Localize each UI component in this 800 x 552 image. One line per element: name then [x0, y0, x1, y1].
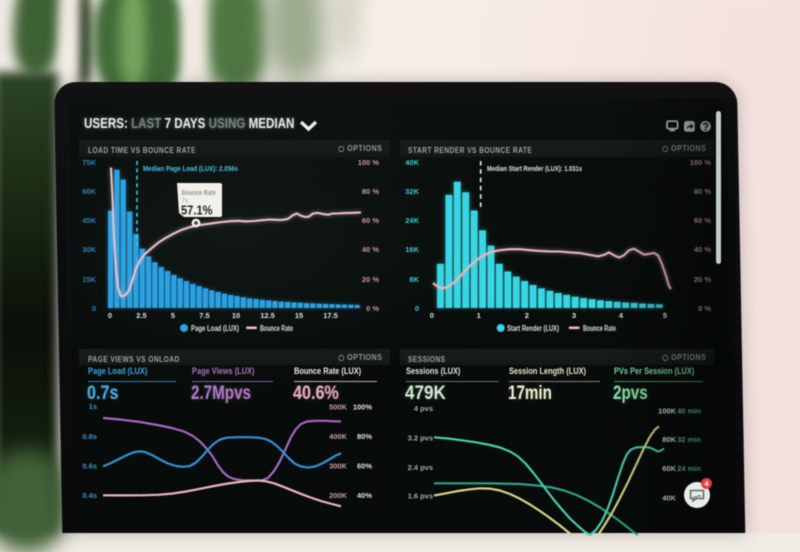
- svg-text:40K: 40K: [405, 158, 419, 167]
- svg-text:75K: 75K: [82, 158, 96, 167]
- svg-text:40%: 40%: [357, 491, 372, 500]
- svg-text:24 min: 24 min: [677, 464, 701, 473]
- svg-text:400K: 400K: [329, 432, 348, 441]
- svg-text:0.6s: 0.6s: [82, 462, 97, 471]
- svg-text:45K: 45K: [82, 216, 96, 225]
- svg-text:100 %: 100 %: [690, 158, 712, 167]
- svg-text:4: 4: [619, 311, 624, 320]
- svg-text:60%: 60%: [357, 462, 372, 471]
- svg-text:80%: 80%: [357, 432, 372, 441]
- svg-text:200K: 200K: [329, 491, 348, 500]
- svg-text:8K: 8K: [409, 275, 419, 284]
- svg-text:Bounce Rate: Bounce Rate: [182, 188, 217, 197]
- svg-text:15K: 15K: [82, 275, 96, 284]
- svg-text:20 %: 20 %: [694, 275, 711, 284]
- svg-text:Page Load (LUX): Page Load (LUX): [191, 324, 239, 333]
- svg-text:60K: 60K: [662, 464, 676, 473]
- svg-text:80K: 80K: [662, 435, 676, 444]
- svg-text:0: 0: [430, 311, 434, 320]
- svg-text:100 %: 100 %: [358, 158, 380, 167]
- svg-text:1s: 1s: [89, 402, 97, 411]
- svg-text:16K: 16K: [405, 245, 419, 254]
- svg-text:17.5: 17.5: [323, 311, 338, 320]
- svg-text:0: 0: [92, 304, 96, 313]
- svg-text:0 %: 0 %: [366, 304, 379, 313]
- svg-text:0: 0: [108, 311, 112, 320]
- svg-text:100%: 100%: [353, 403, 373, 412]
- svg-text:32K: 32K: [405, 187, 419, 196]
- svg-text:300K: 300K: [329, 462, 348, 471]
- svg-text:60K: 60K: [82, 187, 96, 196]
- svg-text:20 %: 20 %: [362, 275, 379, 284]
- svg-text:80 %: 80 %: [694, 187, 711, 196]
- svg-text:3.2 pvs: 3.2 pvs: [408, 434, 433, 443]
- svg-text:7.5: 7.5: [199, 311, 209, 320]
- svg-text:40 %: 40 %: [694, 245, 711, 254]
- svg-text:15: 15: [295, 311, 303, 320]
- svg-text:5: 5: [663, 311, 667, 320]
- svg-text:40K: 40K: [662, 494, 676, 503]
- svg-text:1.6 pvs: 1.6 pvs: [408, 492, 433, 501]
- svg-text:7s: 7s: [182, 198, 190, 205]
- svg-text:4 pvs: 4 pvs: [414, 404, 433, 413]
- svg-text:5: 5: [171, 311, 175, 320]
- svg-text:40 min: 40 min: [677, 407, 701, 416]
- svg-text:12.5: 12.5: [260, 311, 275, 320]
- svg-text:3: 3: [572, 311, 576, 320]
- svg-text:57.1%: 57.1%: [181, 203, 213, 218]
- svg-text:40 %: 40 %: [362, 245, 379, 254]
- svg-text:2.4 pvs: 2.4 pvs: [408, 463, 433, 472]
- svg-text:80 %: 80 %: [362, 187, 379, 196]
- svg-text:Bounce Rate: Bounce Rate: [260, 324, 293, 333]
- svg-text:0 %: 0 %: [698, 304, 711, 313]
- svg-text:0: 0: [415, 304, 419, 313]
- svg-text:0.8s: 0.8s: [82, 432, 97, 441]
- svg-text:Start Render (LUX): Start Render (LUX): [507, 324, 559, 333]
- svg-text:100K: 100K: [658, 407, 677, 416]
- svg-text:Median Start Render (LUX): 1.0: Median Start Render (LUX): 1.031s: [487, 164, 582, 173]
- svg-text:1: 1: [477, 311, 481, 320]
- svg-text:60 %: 60 %: [694, 216, 711, 225]
- svg-text:Bounce Rate: Bounce Rate: [583, 324, 616, 333]
- svg-text:10: 10: [232, 311, 240, 320]
- svg-text:60 %: 60 %: [362, 216, 379, 225]
- svg-text:2: 2: [525, 311, 529, 320]
- svg-text:24K: 24K: [405, 216, 419, 225]
- svg-text:32 min: 32 min: [677, 435, 701, 444]
- svg-text:30K: 30K: [82, 245, 96, 254]
- svg-text:2.5: 2.5: [136, 311, 146, 320]
- svg-text:Median Page Load (LUX): 2.056s: Median Page Load (LUX): 2.056s: [143, 164, 238, 173]
- svg-text:500K: 500K: [329, 403, 348, 412]
- svg-text:0.4s: 0.4s: [82, 491, 97, 500]
